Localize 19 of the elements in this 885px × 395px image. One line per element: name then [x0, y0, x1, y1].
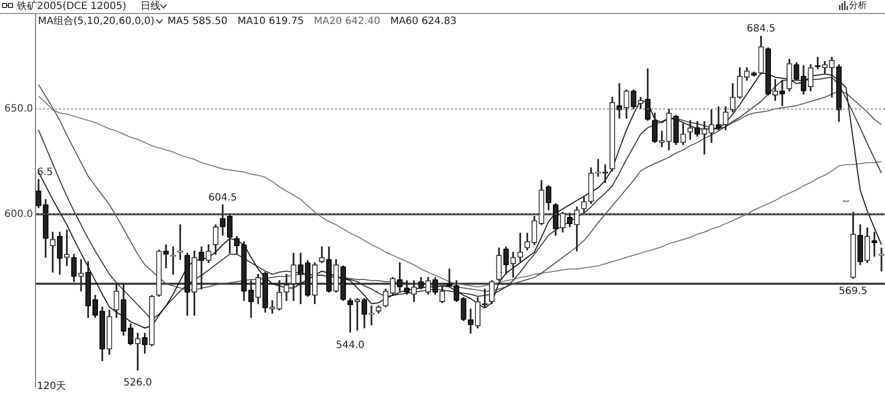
- y-tick-label: 600.0: [4, 208, 33, 220]
- annotation: 120天: [37, 380, 66, 393]
- annotation: MA5 585.50: [167, 16, 228, 27]
- candlestick: [163, 244, 169, 268]
- annotation: MA60 624.83: [390, 16, 457, 27]
- annotation: 569.5: [838, 286, 868, 298]
- chart-title: 铁矿2005(DCE 12005): [17, 1, 126, 12]
- y-tick-label: 650.0: [4, 103, 33, 114]
- annotation: 6.5: [37, 167, 53, 178]
- annotation: 604.5: [208, 192, 238, 204]
- text: 分析: [849, 1, 867, 11]
- annotation: 684.5: [746, 24, 776, 35]
- annotation: MA组合(5,10,20,60,0,0): [38, 16, 154, 27]
- annotation: MA10 619.75: [237, 16, 304, 27]
- annotation: 526.0: [123, 378, 152, 389]
- chart-subtitle: 日线: [140, 1, 160, 12]
- annotation: MA20 642.40: [314, 16, 380, 27]
- candlestick: [198, 246, 204, 290]
- annotation: 544.0: [336, 340, 365, 351]
